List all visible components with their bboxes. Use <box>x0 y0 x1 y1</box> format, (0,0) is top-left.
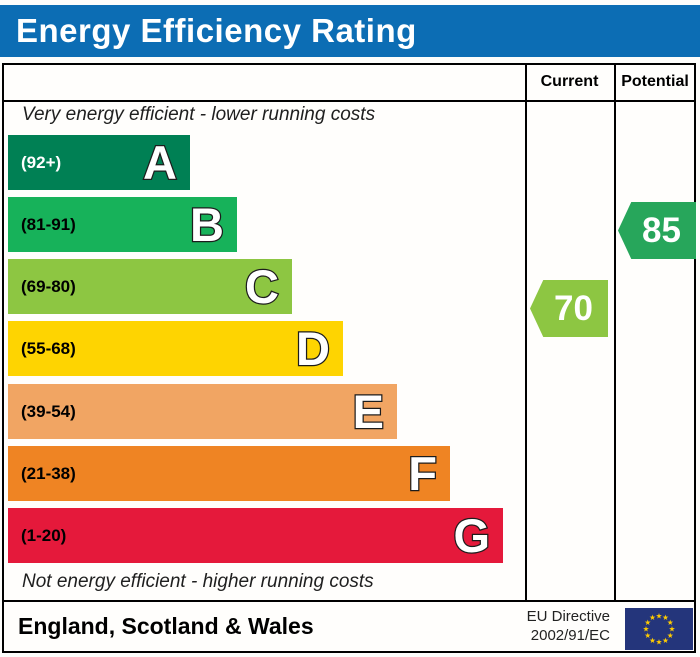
svg-text:★: ★ <box>644 618 651 627</box>
eu-directive-label: EU Directive 2002/91/EC <box>527 608 610 646</box>
svg-text:★: ★ <box>649 636 656 645</box>
potential-column-header: Potential <box>621 72 689 90</box>
svg-text:★: ★ <box>662 613 669 622</box>
band-b-range: (81-91) <box>21 214 76 234</box>
band-a: (92+) A <box>8 135 190 190</box>
current-rating-value: 70 <box>554 288 593 328</box>
band-f: (21-38) F <box>8 446 450 501</box>
band-e-range: (39-54) <box>21 401 76 421</box>
footer-row-divider <box>2 600 696 602</box>
potential-rating-arrow: 85 <box>618 202 696 259</box>
band-e-letter: E <box>351 385 385 438</box>
band-d-range: (55-68) <box>21 338 76 358</box>
band-a-letter: A <box>142 136 178 189</box>
svg-text:★: ★ <box>662 636 669 645</box>
current-column-header: Current <box>540 72 599 90</box>
caption-not-efficient: Not energy efficient - higher running co… <box>22 571 374 592</box>
caption-very-efficient: Very energy efficient - lower running co… <box>22 104 376 125</box>
title-banner: Energy Efficiency Rating <box>0 5 700 57</box>
svg-text:★: ★ <box>656 638 663 647</box>
band-g: (1-20) G <box>8 508 503 563</box>
svg-text:★: ★ <box>667 631 674 640</box>
svg-text:★: ★ <box>669 625 676 634</box>
eu-flag-icon: ★ ★ ★ ★ ★ ★ ★ ★ ★ ★ ★ ★ <box>625 608 693 655</box>
band-c: (69-80) C <box>8 259 292 314</box>
band-f-letter: F <box>407 447 438 500</box>
column-divider-current <box>525 63 527 600</box>
eu-directive-line1: EU Directive <box>526 608 610 625</box>
band-f-range: (21-38) <box>21 463 76 483</box>
band-b-letter: B <box>189 198 225 251</box>
band-d: (55-68) D <box>8 321 343 376</box>
svg-text:★: ★ <box>643 625 650 634</box>
band-c-letter: C <box>244 260 280 313</box>
band-g-letter: G <box>452 509 491 562</box>
potential-rating-value: 85 <box>642 210 681 250</box>
svg-text:★: ★ <box>649 613 656 622</box>
svg-text:★: ★ <box>667 618 674 627</box>
band-c-range: (69-80) <box>21 276 76 296</box>
eu-directive-line2: 2002/91/EC <box>530 626 610 644</box>
band-g-range: (1-20) <box>21 525 67 545</box>
band-d-letter: D <box>295 322 331 375</box>
band-a-range: (92+) <box>21 152 62 172</box>
band-b: (81-91) B <box>8 197 237 252</box>
column-divider-potential <box>614 63 616 600</box>
band-e: (39-54) E <box>8 384 397 439</box>
svg-text:★: ★ <box>644 631 651 640</box>
region-label: England, Scotland & Wales <box>18 613 314 639</box>
svg-text:★: ★ <box>656 612 663 621</box>
current-rating-arrow: 70 <box>530 280 608 337</box>
header-row-divider <box>2 100 696 102</box>
page-title: Energy Efficiency Rating <box>16 12 417 49</box>
